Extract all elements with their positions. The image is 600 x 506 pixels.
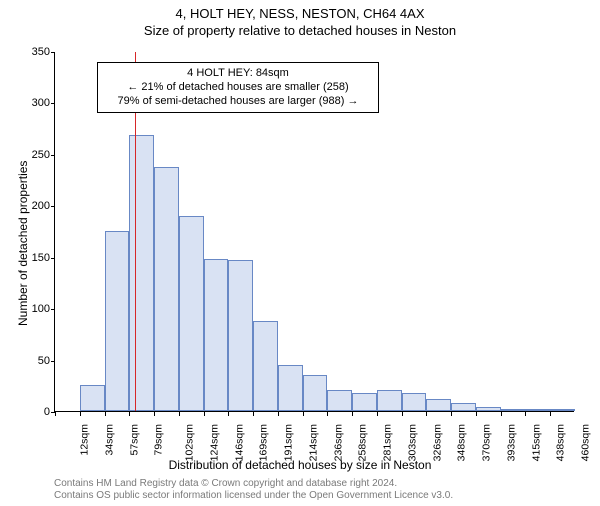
annotation-line-3: 79% of semi-detached houses are larger (… bbox=[104, 95, 372, 109]
x-axis-label: Distribution of detached houses by size … bbox=[0, 458, 600, 472]
x-tick-mark bbox=[550, 412, 551, 416]
x-tick-label: 460sqm bbox=[580, 424, 592, 461]
x-tick-label: 12sqm bbox=[79, 424, 91, 456]
y-tick-mark bbox=[51, 155, 55, 156]
x-tick-mark bbox=[204, 412, 205, 416]
x-tick-mark bbox=[154, 412, 155, 416]
x-tick-label: 438sqm bbox=[555, 424, 567, 461]
histogram-bar bbox=[154, 167, 179, 411]
y-tick-mark bbox=[51, 309, 55, 310]
page-title-1: 4, HOLT HEY, NESS, NESTON, CH64 4AX bbox=[0, 6, 600, 21]
x-tick-label: 102sqm bbox=[183, 424, 195, 461]
histogram-bar bbox=[253, 321, 278, 412]
annotation-line-2: ← 21% of detached houses are smaller (25… bbox=[104, 81, 372, 95]
x-tick-mark bbox=[352, 412, 353, 416]
x-tick-label: 303sqm bbox=[406, 424, 418, 461]
x-tick-label: 57sqm bbox=[128, 424, 140, 456]
y-tick-mark bbox=[51, 258, 55, 259]
histogram-bar bbox=[377, 390, 402, 411]
x-tick-label: 169sqm bbox=[258, 424, 270, 461]
histogram-bar bbox=[303, 375, 328, 411]
x-tick-mark bbox=[228, 412, 229, 416]
chart-area: 12sqm34sqm57sqm79sqm102sqm124sqm146sqm16… bbox=[54, 52, 574, 412]
x-tick-label: 34sqm bbox=[103, 424, 115, 456]
histogram-bar bbox=[327, 390, 352, 411]
annotation-line-1: 4 HOLT HEY: 84sqm bbox=[104, 67, 372, 81]
x-tick-mark bbox=[129, 412, 130, 416]
histogram-bar bbox=[204, 259, 229, 411]
histogram-bar bbox=[501, 409, 526, 411]
histogram-bar bbox=[352, 393, 377, 412]
y-tick-label: 50 bbox=[38, 355, 50, 367]
histogram-bar bbox=[278, 365, 303, 411]
footer-line-2: Contains OS public sector information li… bbox=[54, 490, 453, 502]
y-tick-mark bbox=[51, 103, 55, 104]
page-title-2: Size of property relative to detached ho… bbox=[0, 23, 600, 38]
y-tick-mark bbox=[51, 361, 55, 362]
y-tick-label: 150 bbox=[32, 252, 50, 264]
x-tick-label: 236sqm bbox=[332, 424, 344, 461]
x-tick-mark bbox=[55, 412, 56, 416]
y-tick-label: 350 bbox=[32, 46, 50, 58]
x-tick-label: 214sqm bbox=[307, 424, 319, 461]
x-tick-mark bbox=[402, 412, 403, 416]
x-tick-label: 124sqm bbox=[208, 424, 220, 461]
x-tick-label: 281sqm bbox=[382, 424, 394, 461]
y-tick-label: 250 bbox=[32, 149, 50, 161]
x-tick-label: 191sqm bbox=[282, 424, 294, 461]
x-tick-mark bbox=[278, 412, 279, 416]
x-tick-mark bbox=[501, 412, 502, 416]
annotation-box: 4 HOLT HEY: 84sqm← 21% of detached house… bbox=[97, 62, 379, 113]
x-tick-mark bbox=[426, 412, 427, 416]
histogram-bar bbox=[525, 409, 550, 411]
x-tick-mark bbox=[476, 412, 477, 416]
x-tick-label: 393sqm bbox=[505, 424, 517, 461]
histogram-bar bbox=[426, 399, 451, 411]
x-tick-mark bbox=[451, 412, 452, 416]
footer-line-1: Contains HM Land Registry data © Crown c… bbox=[54, 478, 453, 490]
histogram-bar bbox=[129, 135, 154, 411]
histogram-bar bbox=[228, 260, 253, 411]
x-tick-label: 146sqm bbox=[233, 424, 245, 461]
x-tick-mark bbox=[253, 412, 254, 416]
histogram-bar bbox=[451, 403, 476, 411]
histogram-bar bbox=[402, 393, 427, 412]
x-tick-label: 258sqm bbox=[357, 424, 369, 461]
x-tick-mark bbox=[525, 412, 526, 416]
x-tick-mark bbox=[303, 412, 304, 416]
x-tick-mark bbox=[179, 412, 180, 416]
x-tick-mark bbox=[105, 412, 106, 416]
x-tick-mark bbox=[327, 412, 328, 416]
histogram-bar bbox=[179, 216, 204, 411]
y-tick-label: 100 bbox=[32, 303, 50, 315]
histogram-bar bbox=[105, 231, 130, 411]
x-tick-label: 79sqm bbox=[153, 424, 165, 456]
x-tick-label: 348sqm bbox=[456, 424, 468, 461]
histogram-bar bbox=[80, 385, 105, 411]
x-tick-mark bbox=[377, 412, 378, 416]
x-tick-label: 370sqm bbox=[481, 424, 493, 461]
x-tick-label: 326sqm bbox=[431, 424, 443, 461]
plot-area: 12sqm34sqm57sqm79sqm102sqm124sqm146sqm16… bbox=[54, 52, 574, 412]
histogram-bar bbox=[476, 407, 501, 411]
y-tick-mark bbox=[51, 206, 55, 207]
y-tick-label: 300 bbox=[32, 97, 50, 109]
y-tick-mark bbox=[51, 52, 55, 53]
x-tick-mark bbox=[80, 412, 81, 416]
y-tick-label: 200 bbox=[32, 200, 50, 212]
y-axis-label: Number of detached properties bbox=[16, 161, 30, 326]
y-tick-label: 0 bbox=[44, 406, 50, 418]
footer-attribution: Contains HM Land Registry data © Crown c… bbox=[54, 478, 453, 501]
x-tick-label: 415sqm bbox=[530, 424, 542, 461]
histogram-bar bbox=[550, 409, 575, 411]
